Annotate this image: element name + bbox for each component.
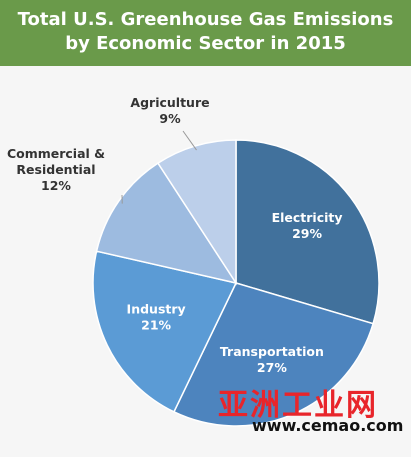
leader-line-agriculture: [182, 130, 197, 151]
pie-slice-transportation: [172, 282, 375, 427]
slice-label-industry: Industry 21%: [127, 301, 186, 332]
chart-title-line-1: Total U.S. Greenhouse Gas Emissions: [17, 9, 394, 30]
watermark-chinese-text: 亚洲工业网: [218, 388, 378, 423]
slice-label-transportation: Transportation 27%: [220, 344, 324, 375]
pie-slice-electricity: [235, 139, 380, 325]
watermark-url: www.cemao.com: [252, 416, 404, 435]
pie-slice-agriculture: [156, 139, 237, 286]
pie-slice-industry: [92, 250, 238, 413]
pie-slice-commercial-residential: [95, 162, 238, 285]
chart-title-banner: Total U.S. Greenhouse Gas Emissions by E…: [0, 0, 411, 66]
slice-label-commercial-residential: Commercial & Residential 12%: [7, 146, 105, 193]
chart-title-line-2: by Economic Sector in 2015: [65, 33, 346, 54]
slice-label-electricity: Electricity 29%: [272, 210, 343, 241]
slice-label-agriculture: Agriculture 9%: [130, 95, 209, 126]
